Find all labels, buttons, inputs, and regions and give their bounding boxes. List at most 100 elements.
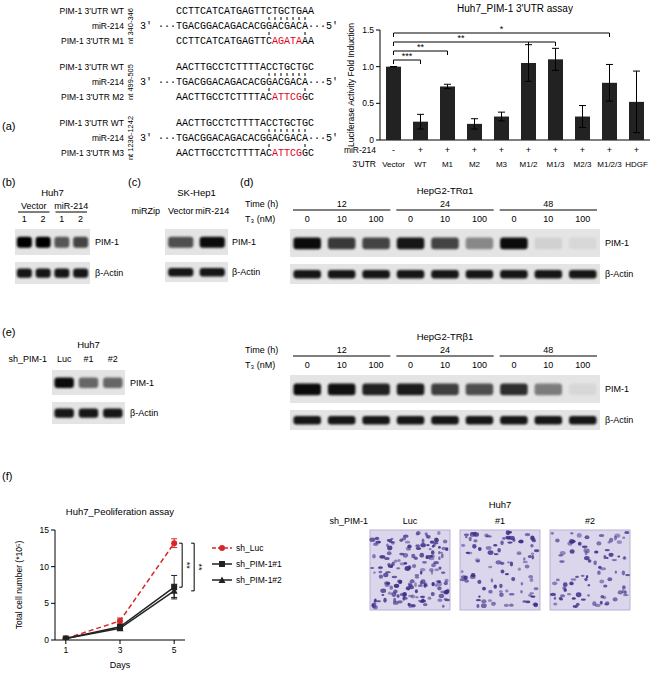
cell <box>387 563 390 566</box>
cell <box>384 557 390 560</box>
header-label: sh_PIM-1 <box>8 354 47 364</box>
band <box>500 270 528 278</box>
cell <box>403 593 406 598</box>
cell <box>426 555 429 559</box>
lane-label: 1 <box>22 214 27 224</box>
cell <box>509 593 515 596</box>
pair-bar <box>305 129 306 132</box>
band <box>535 270 563 278</box>
cell <box>422 561 427 564</box>
band <box>500 237 528 249</box>
pair-bar <box>305 32 306 35</box>
band <box>362 416 390 424</box>
band <box>54 378 73 389</box>
cell <box>532 540 536 542</box>
cell <box>437 582 442 587</box>
cell <box>612 559 618 561</box>
error-line <box>174 575 175 598</box>
band <box>569 383 597 395</box>
error-bar <box>390 66 397 67</box>
error-line <box>474 119 475 129</box>
cell <box>488 590 492 594</box>
legend-label: sh_Luc <box>236 543 264 553</box>
cell <box>585 551 588 555</box>
panel-label: (c) <box>128 176 141 188</box>
sig-bracket <box>393 60 394 64</box>
line <box>66 587 174 638</box>
cell <box>582 545 588 548</box>
lane-label: 0 <box>305 214 310 224</box>
blot-title: Huh7 <box>41 187 64 198</box>
error-bar <box>444 84 451 88</box>
cell <box>446 589 449 591</box>
tick-label: 1.0 <box>362 62 374 72</box>
sig-bracket <box>393 42 394 46</box>
cell <box>563 582 568 587</box>
cell <box>399 580 402 584</box>
band <box>36 237 51 248</box>
cell <box>623 594 629 596</box>
sequence-part: AACTTGCCTCTTTTAC <box>176 92 272 103</box>
error-bar <box>498 112 505 121</box>
cell <box>478 547 482 551</box>
cell <box>511 577 515 581</box>
cell <box>422 539 425 544</box>
blot-membrane <box>15 229 90 255</box>
cell <box>577 533 582 538</box>
bar <box>440 86 455 140</box>
cell <box>600 595 604 598</box>
cell <box>534 587 539 590</box>
row-label: β-Actin <box>130 408 158 418</box>
cell <box>372 603 377 607</box>
sig-bracket <box>393 33 394 37</box>
row-label: PIM-1 <box>95 237 119 247</box>
cell <box>467 552 473 555</box>
cell <box>481 603 487 608</box>
band <box>54 269 69 278</box>
seq-label: PIM-1 3'UTR M3 <box>61 148 124 158</box>
cell <box>556 579 560 582</box>
micrograph <box>550 530 630 610</box>
row-label: β-Actin <box>605 415 633 425</box>
cell <box>387 539 392 542</box>
image-title: Huh7 <box>489 499 512 510</box>
error-line <box>501 112 502 121</box>
cell <box>521 582 524 585</box>
cell <box>460 578 466 581</box>
cell <box>444 598 448 601</box>
cell <box>624 590 627 594</box>
group-label: 12 <box>337 199 347 209</box>
blot-title: HepG2-TRβ1 <box>417 331 474 342</box>
cell <box>504 604 509 607</box>
sequence: AACTTGCCTCTTTTACCTGCTGC <box>176 118 314 129</box>
error-bar <box>171 575 177 598</box>
cell <box>420 596 425 598</box>
cell <box>518 567 521 570</box>
cell <box>410 579 415 583</box>
cell <box>505 573 509 575</box>
region-label: nt 340-346 <box>126 8 135 44</box>
treatment: - <box>392 145 395 155</box>
lane-label: 1 <box>59 214 64 224</box>
blot-membrane <box>165 262 228 282</box>
group-label: 48 <box>543 345 553 355</box>
cell <box>439 594 445 598</box>
lane-label: #2 <box>585 516 595 526</box>
band <box>466 270 494 278</box>
band <box>431 416 459 424</box>
tick-label: 0 <box>369 135 374 145</box>
cell <box>592 601 596 606</box>
legend-marker <box>219 545 225 551</box>
pair-bar <box>299 17 300 20</box>
band <box>54 237 69 248</box>
cell <box>572 597 576 600</box>
micrograph <box>369 530 450 610</box>
sequence: AACTTGCCTCTTTTACCTGCTGC <box>176 62 314 73</box>
cell <box>379 574 383 578</box>
y-axis <box>380 30 381 140</box>
cell <box>482 587 486 591</box>
blot-membrane <box>290 410 600 430</box>
cell <box>614 534 620 538</box>
cell <box>414 582 417 587</box>
cell <box>443 539 448 543</box>
